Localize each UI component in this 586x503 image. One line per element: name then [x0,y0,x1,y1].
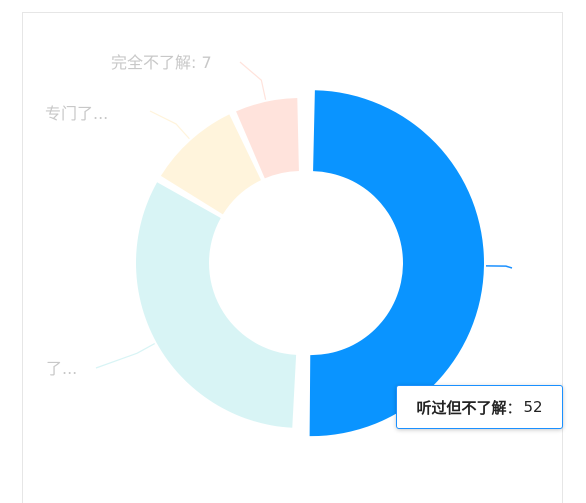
donut-slice[interactable] [236,98,299,179]
tooltip-separator: ： [506,398,522,417]
slice-leader-line [95,343,155,369]
donut-slice[interactable] [309,90,484,437]
slice-label: 完全不了解: 7 [111,53,212,72]
slice-label: 专门了... [45,104,108,123]
slice-leader-line [149,110,190,140]
slice-leader-line [485,265,513,269]
slice-leader-line [239,61,267,100]
donut-slice[interactable] [136,182,297,428]
tooltip-value: 52 [523,398,543,416]
donut-slice[interactable] [160,114,262,215]
slice-label: 了... [46,359,77,378]
tooltip-series-name: 听过但不了解 [416,398,507,417]
chart-tooltip: 听过但不了解： 52 [396,385,563,429]
